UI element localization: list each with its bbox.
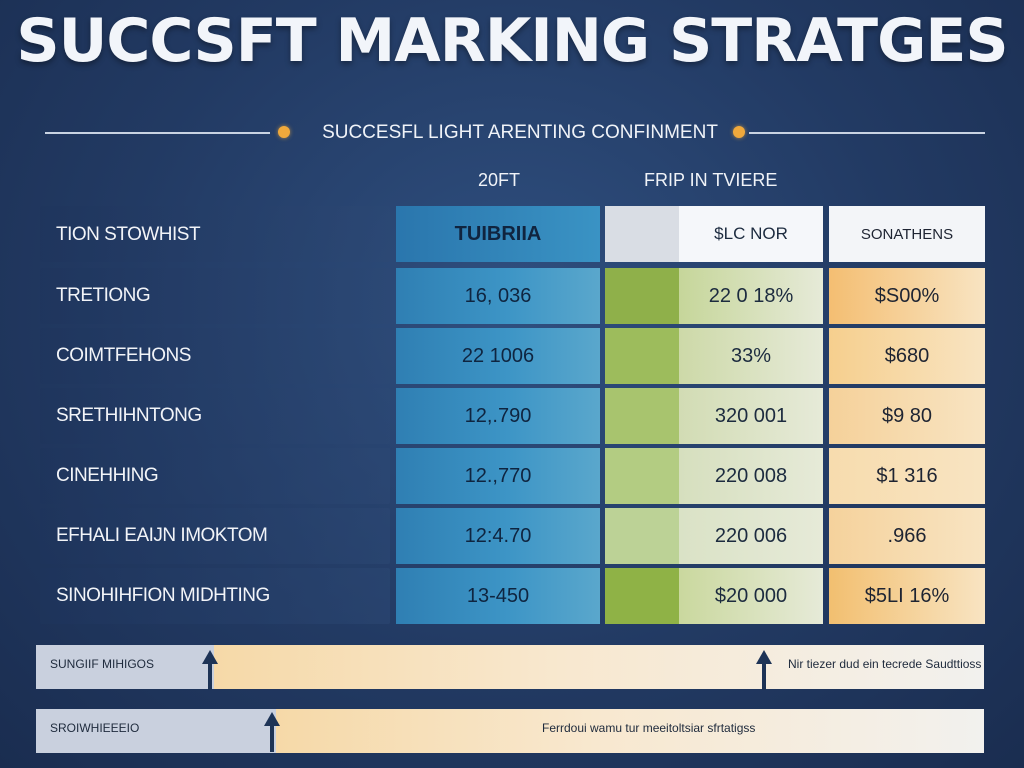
footer-bar-1-fill: [214, 645, 984, 689]
up-arrow-shaft: [762, 662, 766, 690]
table-row: [40, 388, 390, 444]
cell-col1: 12.,770: [396, 448, 600, 504]
cell-col2-swatch: [605, 568, 679, 624]
up-arrow-head: [202, 650, 218, 664]
cell-col2: 220 008: [679, 448, 823, 504]
cell-col1: 12,.790: [396, 388, 600, 444]
subtitle-right-dot: [733, 126, 745, 138]
cell-col1: 12:4.70: [396, 508, 600, 564]
cell-col3: $9 80: [829, 388, 985, 444]
row-label: SRETHIHNTONG: [56, 405, 202, 426]
row-header-label: TION STOWHIST: [56, 224, 201, 245]
row-label: COIMTFEHONS: [56, 345, 191, 366]
cell-col3: $1 316: [829, 448, 985, 504]
cell-col1: 22 1006: [396, 328, 600, 384]
up-arrow-head: [264, 712, 280, 726]
footer-bar-2-left-text: SROIWHIEEEIO: [50, 721, 140, 735]
cell-col2: 33%: [679, 328, 823, 384]
cell-col2-swatch: [605, 328, 679, 384]
page-title: SUCCSFT MARKING STRATGES: [16, 6, 1008, 76]
cell-col2-swatch: [605, 268, 679, 324]
table-row: [40, 448, 390, 504]
up-arrow-icon: [264, 712, 280, 752]
cell-col2-swatch: [605, 448, 679, 504]
cell-col3: $S00%: [829, 268, 985, 324]
cell-col2: 220 006: [679, 508, 823, 564]
subtitle-left-dot: [278, 126, 290, 138]
footer-bar-1-right-text: Nir tiezer dud ein tecrede Saudttioss: [788, 657, 982, 671]
cell-col1: 16, 036: [396, 268, 600, 324]
up-arrow-shaft: [208, 662, 212, 690]
footer-bar-1: SUNGIIF MIHIGOS Nir tiezer dud ein tecre…: [36, 645, 984, 689]
cell-col2: $20 000: [679, 568, 823, 624]
footer-bar-2: SROIWHIEEEIO Ferrdoui wamu tur meeitolts…: [36, 709, 984, 753]
col2-header-swatch: [605, 206, 679, 262]
footer-bar-2-fill: [276, 709, 984, 753]
subtitle-row: SUCCESFL LIGHT ARENTING CONFINMENT: [45, 118, 985, 148]
footer-bar-1-left-text: SUNGIIF MIHIGOS: [50, 657, 155, 671]
up-arrow-icon: [756, 650, 772, 690]
col3-header: SONATHENS: [829, 206, 985, 262]
table-row: [40, 508, 390, 564]
subtitle-left-rule: [45, 132, 270, 134]
table-row: [40, 268, 390, 324]
subtitle: SUCCESFL LIGHT ARENTING CONFINMENT: [322, 122, 718, 143]
row-label: SINOHIHFION MIDHTING: [56, 585, 270, 606]
cell-col2: 320 001: [679, 388, 823, 444]
cell-col2-swatch: [605, 388, 679, 444]
footer-bar-2-label-box: [36, 709, 276, 753]
cell-col2-swatch: [605, 508, 679, 564]
year-header: 20FT: [478, 170, 521, 190]
table-row: [40, 568, 390, 624]
col1-header: TUIBRIIA: [396, 206, 600, 262]
row-label: EFHALI EAIJN IMOKTOM: [56, 525, 268, 546]
up-arrow-icon: [202, 650, 218, 690]
up-arrow-shaft: [270, 724, 274, 752]
up-arrow-head: [756, 650, 772, 664]
group-header: FRIP IN TVIERE: [644, 170, 778, 190]
footer-bar-2-right-text: Ferrdoui wamu tur meeitoltsiar sfrtatigs…: [542, 721, 756, 735]
header-row-band: [40, 206, 390, 262]
col2-header: $LC NOR: [679, 206, 823, 262]
table-row: [40, 328, 390, 384]
cell-col3: .966: [829, 508, 985, 564]
row-label: TRETIONG: [56, 285, 151, 306]
subtitle-right-rule: [749, 132, 985, 134]
cell-col1: 13-450: [396, 568, 600, 624]
row-label: CINEHHING: [56, 465, 159, 486]
cell-col3: $680: [829, 328, 985, 384]
cell-col2: 22 0 18%: [679, 268, 823, 324]
footer-bar-1-label-box: [36, 645, 214, 689]
cell-col3: $5LI 16%: [829, 568, 985, 624]
